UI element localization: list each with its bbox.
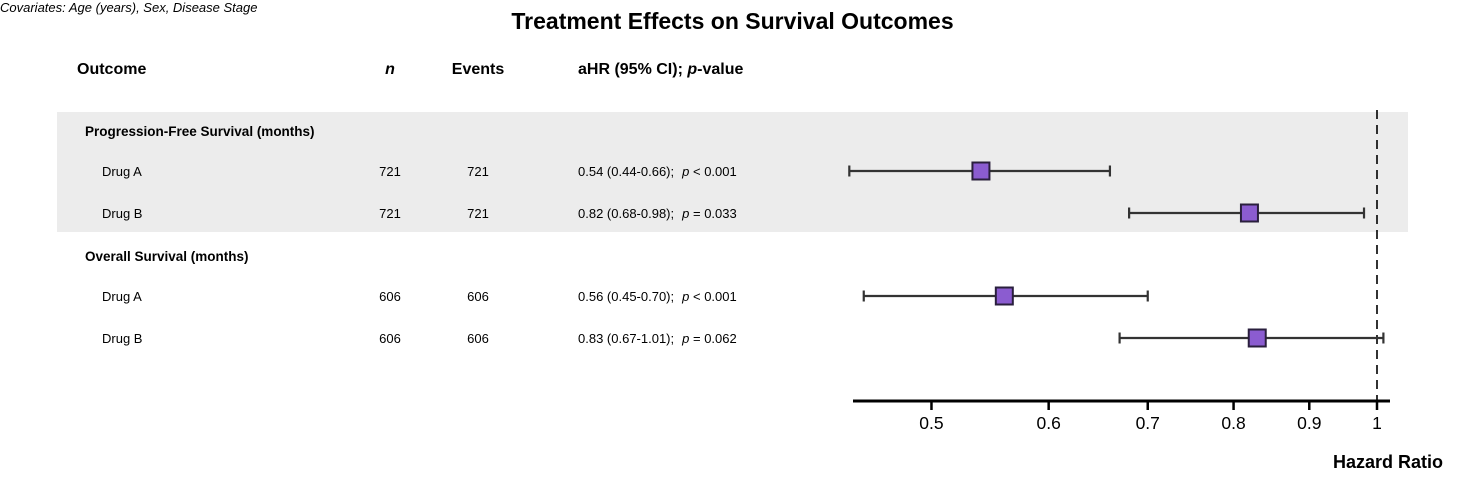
tick-label: 0.7 <box>1136 413 1160 433</box>
cell-ahr: 0.54 (0.44-0.66); p < 0.001 <box>578 164 737 179</box>
ci-text: 0.83 (0.67-1.01); <box>578 331 675 346</box>
cell-ahr: 0.83 (0.67-1.01); p = 0.062 <box>578 331 737 346</box>
tick-label: 0.5 <box>919 413 943 433</box>
ci-text: 0.82 (0.68-0.98); <box>578 206 675 221</box>
cell-n: 721 <box>379 206 401 221</box>
column-header-events: Events <box>451 61 505 78</box>
page-title: Treatment Effects on Survival Outcomes <box>511 8 954 34</box>
cell-n: 606 <box>379 289 401 304</box>
cell-n: 606 <box>379 331 401 346</box>
cell-events: 721 <box>467 206 489 221</box>
p-value: < 0.001 <box>692 164 737 179</box>
p-symbol: p <box>682 206 690 221</box>
column-header-outcome: Outcome <box>77 61 147 78</box>
estimate-marker <box>971 161 991 181</box>
p-symbol: p <box>682 289 690 304</box>
ahr-header-suffix: -value <box>697 61 744 78</box>
tick-label: 0.8 <box>1221 413 1245 433</box>
cell-events: 606 <box>467 331 489 346</box>
row-label: Drug A <box>102 289 142 304</box>
row-label: Drug A <box>102 164 142 179</box>
column-header-n: n <box>385 61 395 78</box>
cell-ahr: 0.82 (0.68-0.98); p = 0.033 <box>578 206 737 221</box>
ahr-header-p: p <box>687 61 698 78</box>
p-value: < 0.001 <box>692 289 737 304</box>
p-value: = 0.062 <box>692 331 737 346</box>
x-axis-title: Hazard Ratio <box>1332 452 1443 472</box>
tick-label: 0.6 <box>1036 413 1060 433</box>
p-symbol: p <box>682 331 690 346</box>
estimate-marker <box>1247 328 1267 348</box>
group-header-os: Overall Survival (months) <box>85 249 249 264</box>
row-label: Drug B <box>102 331 143 346</box>
cell-events: 606 <box>467 289 489 304</box>
ci-text: 0.54 (0.44-0.66); <box>578 164 675 179</box>
ahr-header-prefix: aHR (95% CI); <box>578 61 688 78</box>
cell-events: 721 <box>467 164 489 179</box>
ci-text: 0.56 (0.45-0.70); <box>578 289 675 304</box>
covariates-footnote: Covariates: Age (years), Sex, Disease St… <box>0 0 258 15</box>
column-header-ahr: aHR (95% CI); p-value <box>578 61 743 79</box>
estimate-marker <box>1239 203 1259 223</box>
row-label: Drug B <box>102 206 143 221</box>
p-symbol: p <box>682 164 690 179</box>
cell-n: 721 <box>379 164 401 179</box>
tick-label: 1 <box>1372 413 1382 433</box>
p-value: = 0.033 <box>692 206 737 221</box>
estimate-marker <box>994 286 1014 306</box>
cell-ahr: 0.56 (0.45-0.70); p < 0.001 <box>578 289 737 304</box>
tick-label: 0.9 <box>1297 413 1321 433</box>
group-header-pfs: Progression-Free Survival (months) <box>85 124 315 139</box>
